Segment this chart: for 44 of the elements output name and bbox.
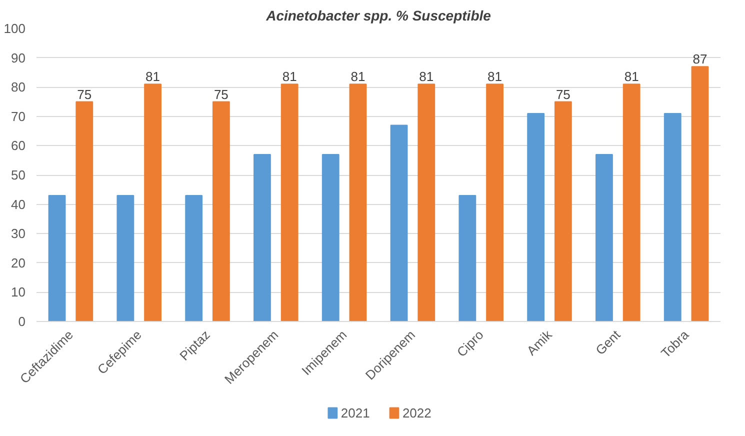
data-label: 87 bbox=[692, 52, 708, 67]
bar bbox=[48, 195, 66, 322]
legend-label: 2021 bbox=[340, 406, 370, 420]
y-tick-label: 80 bbox=[11, 80, 26, 95]
bar bbox=[554, 101, 572, 322]
bar bbox=[116, 195, 134, 322]
bar bbox=[390, 124, 408, 322]
data-label: 81 bbox=[282, 69, 297, 84]
bar bbox=[486, 84, 504, 322]
bar bbox=[418, 84, 436, 322]
y-tick-label: 50 bbox=[11, 168, 26, 182]
bar bbox=[349, 84, 367, 322]
data-label: 81 bbox=[624, 69, 639, 84]
bar bbox=[280, 84, 298, 322]
bar bbox=[254, 154, 271, 322]
data-label: 75 bbox=[214, 86, 228, 102]
data-label: 81 bbox=[146, 69, 160, 84]
bar bbox=[691, 66, 709, 322]
y-tick-label: 10 bbox=[11, 284, 26, 300]
bar bbox=[527, 112, 545, 322]
data-label: 75 bbox=[77, 86, 92, 102]
bar bbox=[185, 195, 203, 322]
bar bbox=[596, 154, 613, 322]
bar bbox=[144, 84, 162, 322]
y-tick-label: 60 bbox=[11, 138, 26, 154]
bar bbox=[212, 101, 230, 322]
data-label: 81 bbox=[350, 69, 366, 84]
y-tick-label: 100 bbox=[4, 21, 26, 36]
y-tick-label: 0 bbox=[18, 314, 26, 329]
bar bbox=[76, 101, 94, 322]
chart-title: Acinetobacter spp. % Susceptible bbox=[265, 8, 492, 24]
data-label: 81 bbox=[488, 69, 502, 84]
bar bbox=[622, 84, 640, 322]
bar bbox=[458, 195, 476, 322]
data-label: 75 bbox=[556, 86, 570, 102]
bar bbox=[322, 154, 340, 322]
bar bbox=[664, 112, 682, 322]
y-tick-label: 90 bbox=[11, 50, 26, 66]
y-tick-label: 40 bbox=[11, 196, 26, 212]
legend-label: 2022 bbox=[402, 406, 432, 420]
data-label: 81 bbox=[419, 69, 434, 84]
y-tick-label: 30 bbox=[11, 226, 26, 242]
y-tick-label: 20 bbox=[11, 255, 26, 270]
y-tick-label: 70 bbox=[11, 108, 26, 124]
